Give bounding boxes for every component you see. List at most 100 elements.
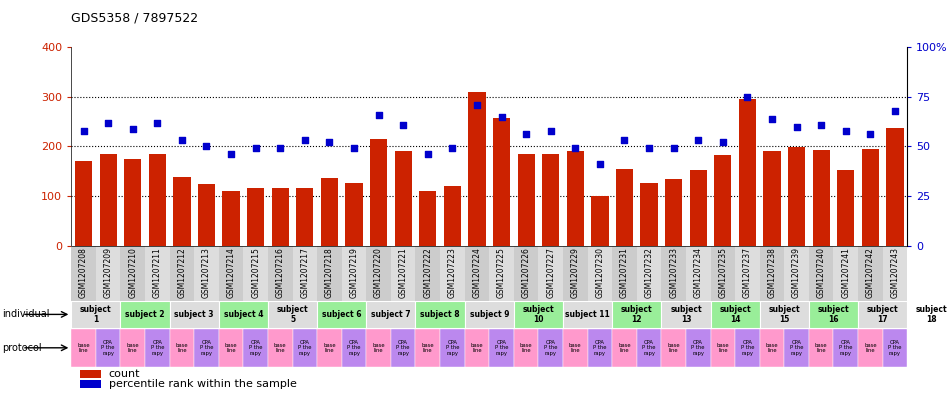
Text: GSM1207240: GSM1207240 (817, 247, 826, 298)
Point (248, 145, 263, 152)
Text: GSM1207231: GSM1207231 (620, 247, 629, 298)
Bar (80, 369, 101, 378)
Bar (367, 301, 415, 328)
Bar (247, 187, 264, 246)
Point (395, 121, 410, 128)
Bar (837, 170, 854, 246)
Bar (96, 329, 121, 367)
Text: subject 11: subject 11 (565, 310, 610, 319)
Bar (833, 246, 858, 301)
Bar (542, 154, 560, 246)
Bar (342, 329, 367, 367)
Text: CPA
P the
rapy: CPA P the rapy (249, 340, 262, 356)
Bar (370, 139, 388, 246)
Text: GSM1207229: GSM1207229 (571, 247, 579, 298)
Bar (739, 99, 756, 246)
Point (347, 145, 362, 152)
Text: GSM1207226: GSM1207226 (522, 247, 531, 298)
Text: base
line: base line (520, 343, 532, 353)
Text: CPA
P the
rapy: CPA P the rapy (741, 340, 754, 356)
Bar (563, 301, 612, 328)
Text: GSM1207221: GSM1207221 (399, 247, 408, 298)
Bar (100, 154, 117, 246)
Bar (591, 196, 609, 246)
Point (740, 94, 755, 100)
Bar (419, 191, 436, 246)
Bar (661, 301, 711, 328)
Bar (539, 329, 563, 367)
Text: CPA
P the
rapy: CPA P the rapy (200, 340, 213, 356)
Bar (711, 246, 735, 301)
Bar (390, 246, 415, 301)
Bar (71, 329, 96, 367)
Bar (96, 246, 121, 301)
Text: subject 2: subject 2 (125, 310, 164, 319)
Bar (194, 246, 218, 301)
Bar (686, 329, 711, 367)
Bar (858, 246, 883, 301)
Text: base
line: base line (225, 343, 238, 353)
Bar (812, 150, 829, 246)
Text: GSM1207233: GSM1207233 (669, 247, 678, 298)
Bar (394, 151, 411, 246)
Bar (612, 301, 661, 328)
Bar (588, 246, 612, 301)
Text: base
line: base line (77, 343, 90, 353)
Bar (121, 329, 145, 367)
Bar (346, 183, 363, 246)
Point (174, 137, 189, 143)
Text: CPA
P the
rapy: CPA P the rapy (495, 340, 508, 356)
Bar (222, 191, 239, 246)
Bar (170, 329, 194, 367)
Point (199, 143, 214, 149)
Text: subject 8: subject 8 (420, 310, 460, 319)
Bar (170, 246, 194, 301)
Text: count: count (109, 369, 141, 379)
Bar (661, 329, 686, 367)
Text: base
line: base line (766, 343, 778, 353)
Point (789, 123, 805, 130)
Point (838, 127, 853, 134)
Text: GSM1207242: GSM1207242 (865, 247, 875, 298)
Text: GSM1207232: GSM1207232 (644, 247, 654, 298)
Point (371, 112, 387, 118)
Bar (735, 329, 760, 367)
Text: GSM1207222: GSM1207222 (424, 247, 432, 298)
Text: GSM1207215: GSM1207215 (251, 247, 260, 298)
Text: base
line: base line (176, 343, 188, 353)
Bar (440, 246, 465, 301)
Bar (883, 246, 907, 301)
Text: GSM1207213: GSM1207213 (202, 247, 211, 298)
Bar (317, 329, 342, 367)
Text: CPA
P the
rapy: CPA P the rapy (544, 340, 558, 356)
Bar (636, 246, 661, 301)
Bar (858, 301, 907, 328)
Bar (321, 178, 338, 246)
Text: subject
15: subject 15 (769, 305, 800, 324)
Text: subject
12: subject 12 (621, 305, 653, 324)
Text: base
line: base line (716, 343, 730, 353)
Bar (80, 380, 101, 388)
Point (223, 151, 238, 158)
Text: base
line: base line (422, 343, 434, 353)
Bar (808, 329, 833, 367)
Bar (612, 246, 637, 301)
Text: CPA
P the
rapy: CPA P the rapy (396, 340, 410, 356)
Bar (194, 329, 218, 367)
Text: CPA
P the
rapy: CPA P the rapy (348, 340, 361, 356)
Text: subject
14: subject 14 (719, 305, 750, 324)
Point (420, 151, 435, 158)
Bar (636, 329, 661, 367)
Bar (760, 246, 785, 301)
Bar (563, 246, 588, 301)
Point (641, 145, 656, 152)
Text: GSM1207220: GSM1207220 (374, 247, 383, 298)
Bar (71, 301, 121, 328)
Text: base
line: base line (815, 343, 827, 353)
Bar (243, 246, 268, 301)
Bar (415, 301, 465, 328)
Bar (415, 329, 440, 367)
Text: GSM1207216: GSM1207216 (276, 247, 285, 298)
Text: GSM1207211: GSM1207211 (153, 247, 162, 298)
Bar (788, 147, 806, 246)
